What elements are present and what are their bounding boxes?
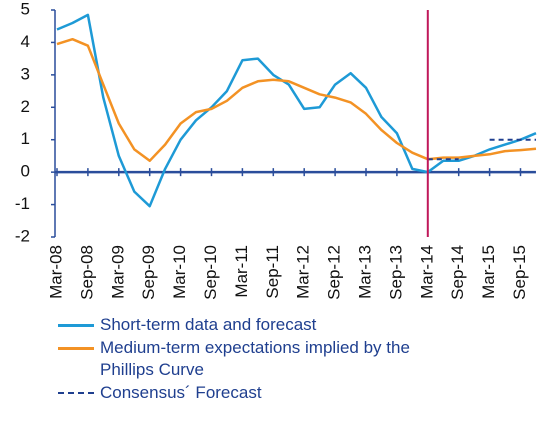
y-tick-label: 1 <box>21 129 30 148</box>
y-tick-label: 2 <box>21 97 30 116</box>
series-line <box>427 138 536 161</box>
y-tick-label: 5 <box>21 0 30 18</box>
x-tick-label: Mar-09 <box>108 245 127 299</box>
legend: Short-term data and forecast Medium-term … <box>58 314 478 405</box>
legend-label: Short-term data and forecast <box>100 315 317 334</box>
series-line <box>56 37 537 163</box>
legend-item: Consensus´ Forecast <box>58 382 478 404</box>
x-tick-label: Mar-11 <box>232 245 251 298</box>
y-tick-label: -1 <box>15 194 30 213</box>
plot: -2 -1 0 1 2 3 4 5 Mar-08 Sep-08 Mar-09 Sep-09 Mar-10… <box>15 0 537 300</box>
x-tick-label: Sep-15 <box>510 245 529 300</box>
legend-item: Medium-term expectations implied by the … <box>58 337 478 381</box>
x-tick-label: Mar-14 <box>417 245 436 299</box>
x-tick-label: Sep-12 <box>325 245 344 300</box>
series-line <box>56 13 537 208</box>
x-tick-label: Mar-13 <box>355 245 374 299</box>
y-tick-label: -2 <box>15 226 30 245</box>
x-tick-label: Sep-11 <box>263 245 282 299</box>
y-tick-label: 3 <box>21 64 30 83</box>
legend-label: Medium-term expectations implied by the … <box>100 338 410 379</box>
x-tick-label: Mar-10 <box>170 245 189 299</box>
legend-label: Consensus´ Forecast <box>100 383 262 402</box>
y-tick-label: 0 <box>21 162 30 181</box>
x-tick-label: Mar-12 <box>294 245 313 299</box>
legend-item: Short-term data and forecast <box>58 314 478 336</box>
legend-key <box>58 392 94 394</box>
x-tick-label: Sep-10 <box>201 245 220 300</box>
legend-key <box>58 324 94 327</box>
y-tick-label: 4 <box>21 32 30 51</box>
x-tick-label: Mar-15 <box>479 245 498 299</box>
x-tick-label: Mar-08 <box>46 245 65 299</box>
x-tick-label: Sep-09 <box>139 245 158 300</box>
legend-key <box>58 347 94 350</box>
x-tick-label: Sep-08 <box>77 245 96 300</box>
x-tick-label: Sep-14 <box>448 245 467 300</box>
x-tick-label: Sep-13 <box>386 245 405 300</box>
